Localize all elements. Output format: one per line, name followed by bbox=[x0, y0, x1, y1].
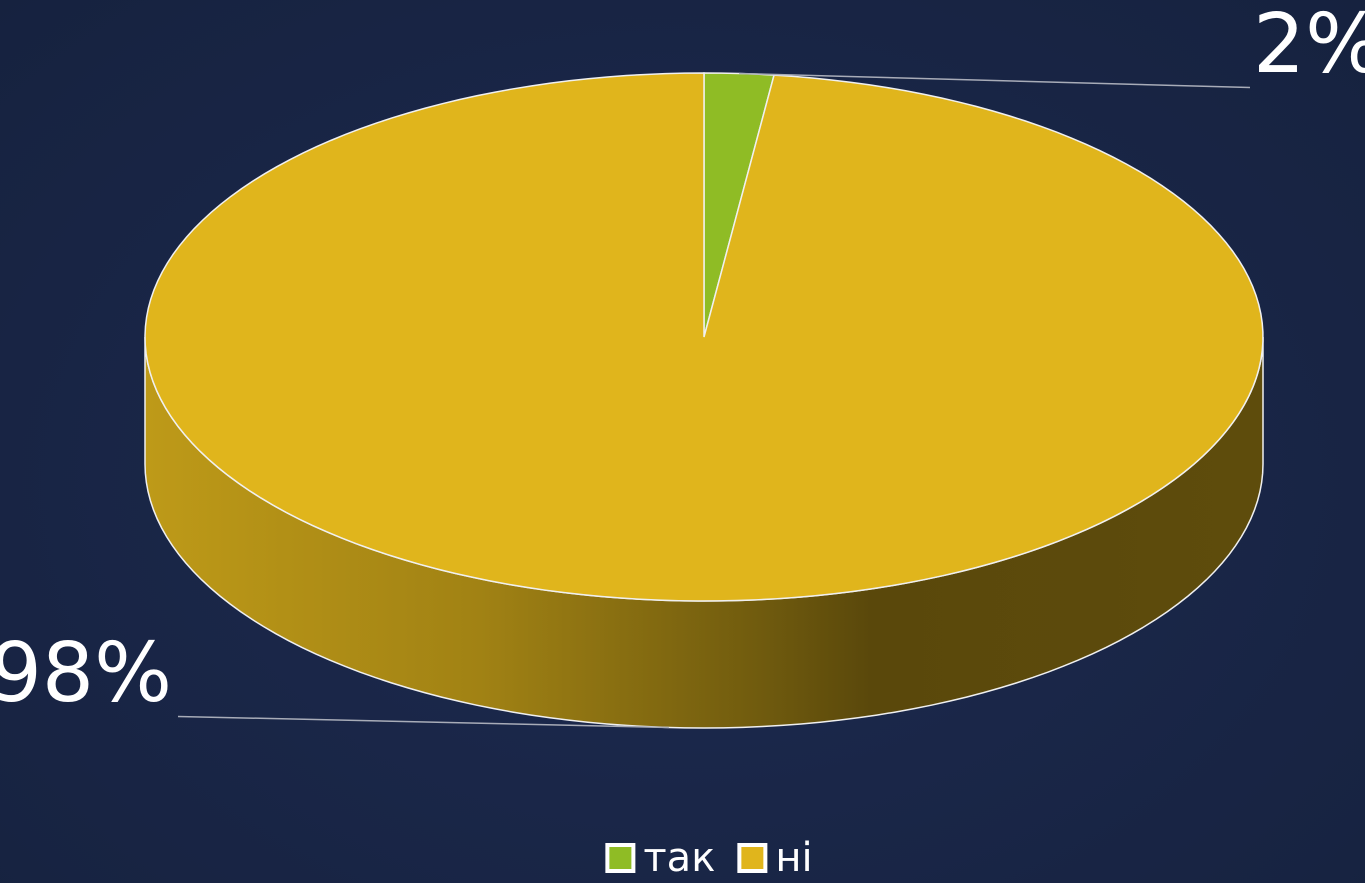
pie-tops bbox=[144, 72, 1264, 602]
data-labels: 2% 98% bbox=[0, 0, 1365, 729]
leader-line bbox=[177, 715, 669, 729]
legend-label: ні bbox=[775, 835, 812, 881]
leader-line bbox=[739, 72, 1251, 89]
data-label: 98% bbox=[0, 626, 172, 721]
legend: так ні bbox=[605, 835, 813, 881]
legend-swatch bbox=[605, 843, 636, 873]
legend-swatch bbox=[737, 843, 768, 873]
data-label: 2% bbox=[1253, 0, 1365, 92]
legend-label: так bbox=[643, 835, 715, 881]
pie-slice bbox=[144, 72, 1264, 602]
